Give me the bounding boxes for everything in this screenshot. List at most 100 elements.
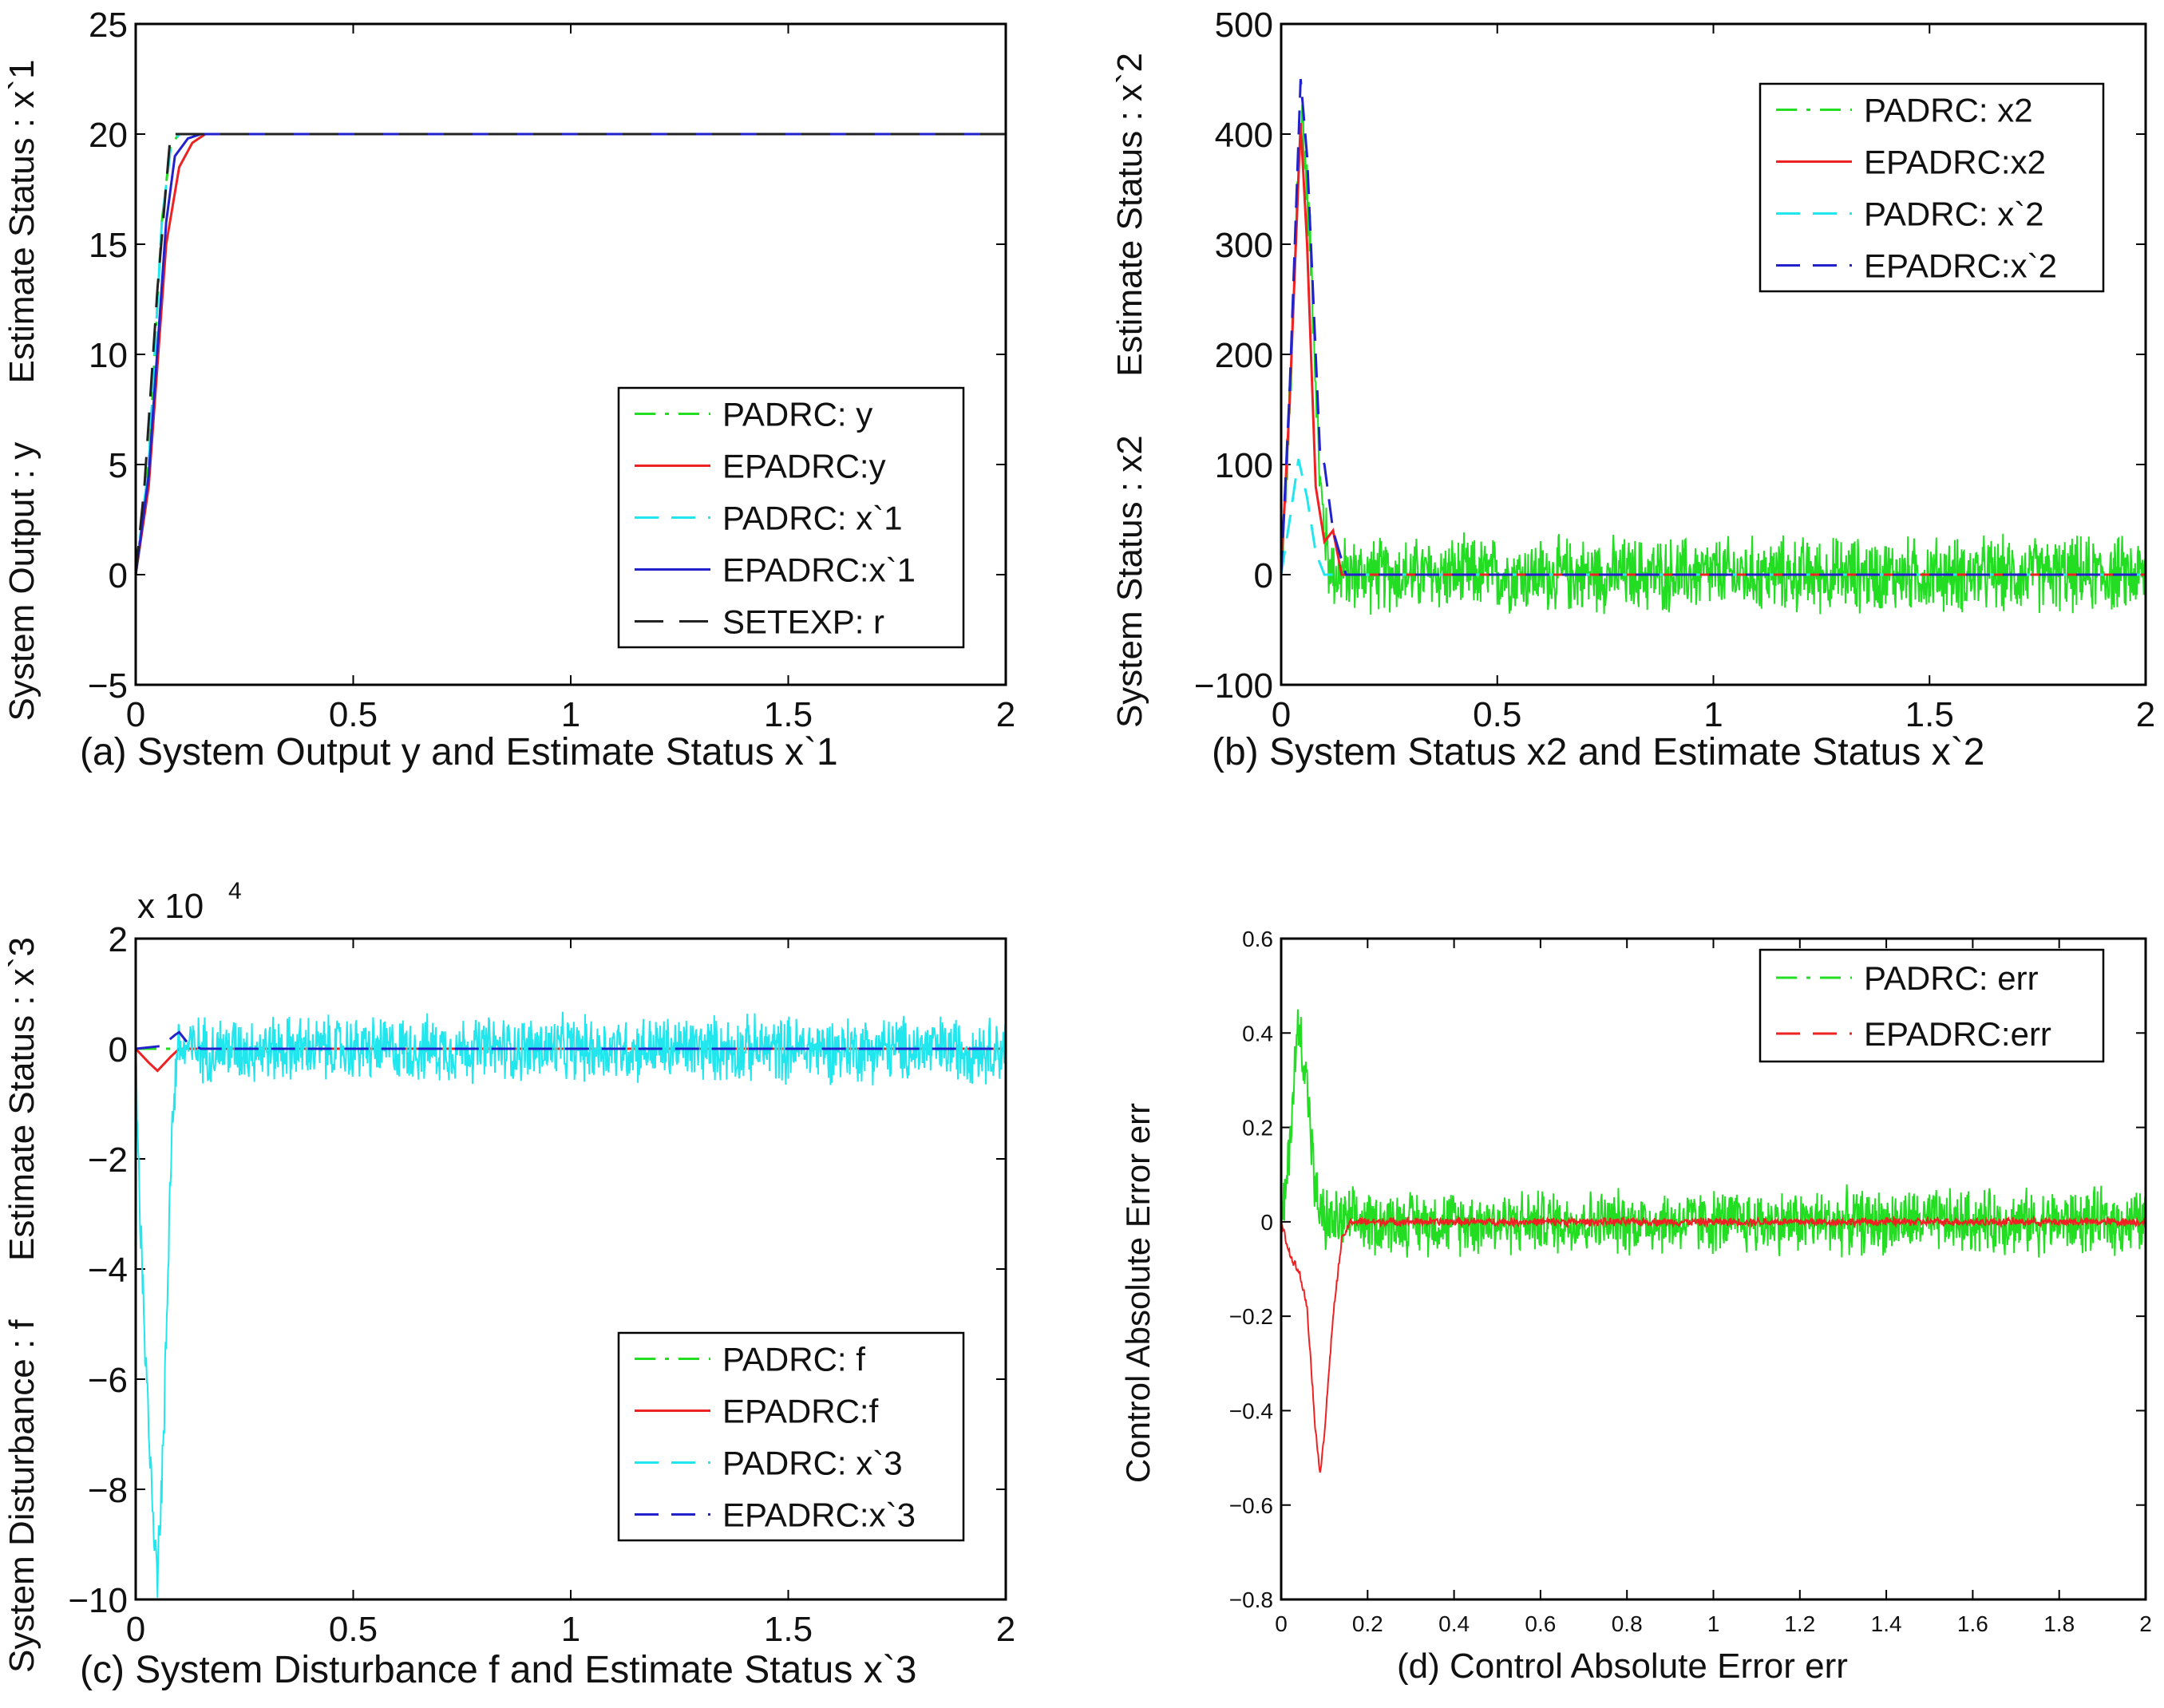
x-tick-label: 0 [1275, 1611, 1288, 1636]
legend-label: PADRC: x2 [1864, 92, 2033, 129]
series-line-blue [1281, 78, 2146, 576]
x-tick-label: 1 [1703, 695, 1723, 734]
chart-caption: (b) System Status x2 and Estimate Status… [1212, 731, 1984, 773]
y-tick-label: 10 [89, 336, 128, 375]
y-tick-label: −100 [1194, 666, 1273, 706]
legend-label: EPADRC:f [722, 1393, 879, 1430]
legend-box [617, 1331, 965, 1542]
series-line-cyan [1281, 458, 2146, 576]
legend-label: PADRC: err [1864, 959, 2039, 997]
x-tick-label: 0.5 [329, 1610, 378, 1649]
x-tick-label: 0.2 [1352, 1611, 1383, 1636]
chart-caption: (a) System Output y and Estimate Status … [80, 731, 838, 773]
series-line-green [1281, 105, 2146, 615]
series-line-red [1281, 1215, 2146, 1473]
y-tick-label: −10 [68, 1581, 128, 1620]
x-tick-label: 1.5 [764, 695, 813, 734]
y-tick-label: −0.6 [1229, 1493, 1273, 1518]
x-tick-label: 1.2 [1784, 1611, 1815, 1636]
y-tick-label: −6 [88, 1361, 128, 1400]
plot-frame [134, 937, 1007, 1601]
y-tick-label: 25 [89, 6, 128, 45]
y-tick-label: 0 [1260, 1210, 1273, 1235]
x-tick-label: 1 [1707, 1611, 1720, 1636]
exponent-label: x 10 [137, 887, 204, 926]
legend-label: PADRC: x`1 [722, 500, 903, 537]
y-tick-label: 0.6 [1242, 927, 1273, 951]
plot-frame [1280, 22, 2147, 686]
y-tick-label: −0.4 [1229, 1399, 1273, 1424]
chart-caption: (d) Control Absolute Error err [1397, 1647, 1848, 1686]
legend-label: SETEXP: r [722, 603, 884, 641]
plot-area [1281, 78, 2146, 615]
x-tick-label: 1 [561, 695, 580, 734]
y-tick-label: 5 [109, 446, 128, 485]
series-line-cyan [136, 1011, 1006, 1598]
y-axis-label: Control Absolute Error err [1119, 1103, 1157, 1483]
y-tick-label: 200 [1215, 336, 1273, 375]
y-tick-label: 500 [1215, 6, 1273, 45]
x-tick-label: 0.5 [329, 695, 378, 734]
legend: PADRC: f EPADRC:f PADRC: x`3 EPADRC:x`3 [617, 1331, 965, 1542]
y-tick-label: 15 [89, 226, 128, 265]
x-tick-label: 2 [996, 1610, 1015, 1649]
x-tick-label: 0 [126, 1610, 145, 1649]
y-tick-label: −5 [88, 666, 128, 706]
legend: PADRC: err EPADRC:err [1758, 948, 2105, 1063]
x-tick-label: 0.8 [1612, 1611, 1643, 1636]
series-line-black [136, 132, 1006, 575]
chart-caption: (c) System Disturbance f and Estimate St… [80, 1649, 916, 1691]
y-axis-label: System Status : x2 Estimate Status : x`2 [1110, 53, 1149, 728]
legend-label: PADRC: x`2 [1864, 196, 2044, 233]
x-tick-label: 0.4 [1438, 1611, 1470, 1636]
y-tick-label: 0 [109, 556, 128, 595]
x-tick-label: 0 [1272, 695, 1291, 734]
y-tick-label: 2 [109, 920, 128, 959]
x-tick-label: 1.8 [2043, 1611, 2075, 1636]
legend-label: EPADRC:err [1864, 1015, 2051, 1053]
y-tick-label: 0.4 [1242, 1021, 1273, 1046]
exponent-power: 4 [228, 878, 242, 904]
y-tick-label: 100 [1215, 446, 1273, 485]
y-tick-label: 0 [109, 1030, 128, 1069]
y-axis-label: System Output : y Estimate Status : x`1 [2, 60, 42, 722]
plot-area [136, 1011, 1006, 1598]
y-tick-label: 20 [89, 116, 128, 155]
x-tick-label: 2 [2139, 1611, 2152, 1636]
x-tick-label: 1.5 [764, 1610, 813, 1649]
legend-label: EPADRC:x2 [1864, 144, 2046, 181]
x-tick-label: 1 [561, 1610, 580, 1649]
x-tick-label: 1.6 [1957, 1611, 1988, 1636]
y-tick-label: −4 [88, 1251, 128, 1290]
x-tick-label: 0.6 [1525, 1611, 1556, 1636]
x-tick-label: 2 [996, 695, 1015, 734]
x-tick-label: 1.4 [1871, 1611, 1902, 1636]
y-tick-label: −2 [88, 1141, 128, 1180]
plot-frame [134, 22, 1007, 686]
y-tick-label: 400 [1215, 116, 1273, 155]
plot-area [1281, 1009, 2146, 1473]
legend-label: PADRC: f [722, 1341, 865, 1378]
legend-label: EPADRC:x`3 [722, 1496, 916, 1534]
y-tick-label: −0.2 [1229, 1304, 1273, 1329]
y-tick-label: −8 [88, 1471, 128, 1510]
y-tick-label: 0.2 [1242, 1116, 1273, 1141]
chart-d: 0 0.2 0.4 0.6 0.8 1 1.2 1.4 1.6 1.8 2 −0.8 −0.6 −0.4 −… [1119, 927, 2152, 1686]
series-line-blue [136, 1030, 1006, 1050]
y-tick-label: 0 [1254, 556, 1273, 595]
legend: PADRC: x2 EPADRC:x2 PADRC: x`2 EPADRC:x`2 [1758, 82, 2105, 293]
x-tick-label: 0.5 [1473, 695, 1521, 734]
y-tick-label: −0.8 [1229, 1587, 1273, 1612]
legend-label: EPADRC:x`2 [1864, 247, 2057, 285]
legend-box [1758, 82, 2105, 293]
x-tick-label: 2 [2136, 695, 2155, 734]
legend: PADRC: y EPADRC:y PADRC: x`1 EPADRC:x`1 SETE… [617, 386, 965, 649]
y-axis-label: System Disturbance : f Estimate Status :… [2, 937, 42, 1673]
y-tick-label: 300 [1215, 226, 1273, 265]
plot-area [136, 132, 1006, 575]
x-tick-label: 1.5 [1905, 695, 1954, 734]
